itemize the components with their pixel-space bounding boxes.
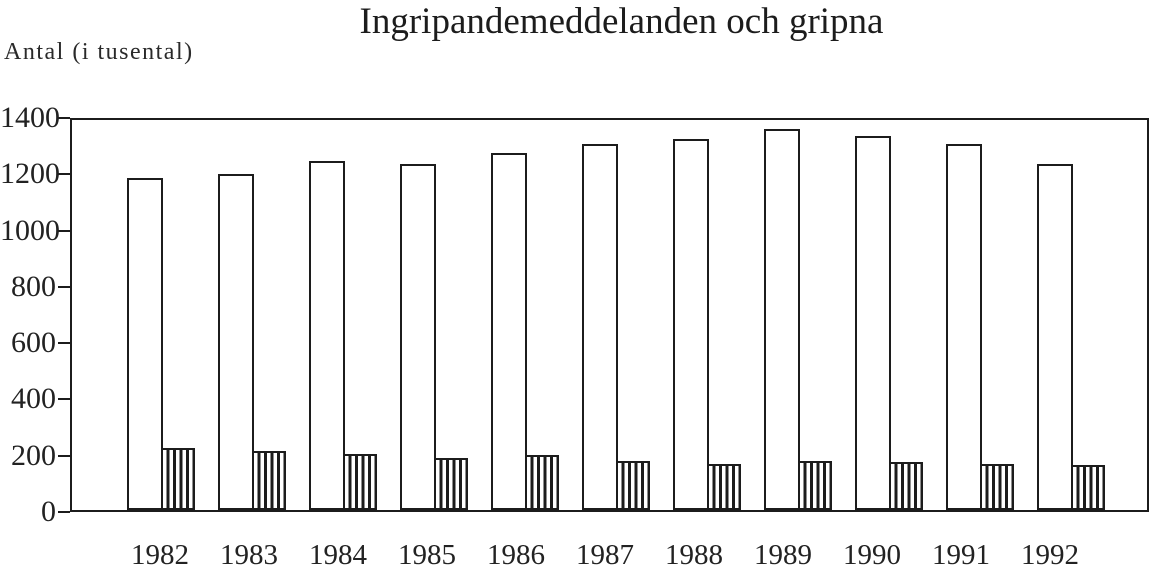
y-tick-0 bbox=[58, 511, 70, 513]
x-tick-label-1988: 1988 bbox=[665, 539, 723, 571]
y-tick-label-0: 0 bbox=[41, 495, 56, 528]
bar-ingripandemeddelanden-1988 bbox=[673, 139, 709, 510]
y-tick-1000 bbox=[58, 229, 70, 232]
bar-gripna-1991 bbox=[982, 464, 1014, 510]
y-tick-label-800: 800 bbox=[11, 269, 56, 303]
bar-ingripandemeddelanden-1982 bbox=[127, 178, 163, 510]
bar-gripna-1988 bbox=[709, 464, 741, 510]
bar-gripna-1983 bbox=[254, 451, 286, 510]
x-tick-label-1986: 1986 bbox=[487, 539, 545, 571]
x-tick-label-1982: 1982 bbox=[131, 539, 189, 571]
bar-ingripandemeddelanden-1986 bbox=[491, 153, 527, 510]
y-tick-400 bbox=[58, 398, 70, 401]
bar-gripna-1984 bbox=[345, 454, 377, 510]
bar-gripna-1990 bbox=[891, 462, 923, 510]
y-tick-800 bbox=[58, 285, 70, 288]
bar-ingripandemeddelanden-1985 bbox=[400, 164, 436, 510]
y-tick-200 bbox=[58, 454, 70, 457]
plot-area bbox=[70, 118, 1149, 512]
y-tick-label-200: 200 bbox=[11, 438, 56, 472]
y-axis-label: Antal (i tusental) bbox=[4, 39, 194, 65]
y-tick-600 bbox=[58, 342, 70, 345]
bar-gripna-1987 bbox=[618, 461, 650, 510]
x-tick-label-1990: 1990 bbox=[843, 539, 901, 571]
y-tick-1200 bbox=[58, 173, 70, 176]
x-tick-label-1989: 1989 bbox=[754, 539, 812, 571]
y-tick-label-400: 400 bbox=[11, 382, 56, 416]
y-tick-label-1000: 1000 bbox=[0, 213, 60, 247]
y-tick-label-1400: 1400 bbox=[0, 101, 60, 134]
x-tick-label-1987: 1987 bbox=[576, 539, 634, 571]
bar-ingripandemeddelanden-1990 bbox=[855, 136, 891, 510]
bar-ingripandemeddelanden-1983 bbox=[218, 174, 254, 510]
bar-ingripandemeddelanden-1987 bbox=[582, 144, 618, 510]
bar-ingripandemeddelanden-1992 bbox=[1037, 164, 1073, 510]
bar-ingripandemeddelanden-1991 bbox=[946, 144, 982, 510]
x-tick-label-1984: 1984 bbox=[309, 539, 367, 571]
bar-ingripandemeddelanden-1984 bbox=[309, 161, 345, 510]
x-tick-label-1985: 1985 bbox=[398, 539, 456, 571]
y-tick-label-1200: 1200 bbox=[0, 157, 60, 191]
x-tick-label-1992: 1992 bbox=[1021, 539, 1079, 571]
bar-gripna-1985 bbox=[436, 458, 468, 510]
x-tick-label-1983: 1983 bbox=[220, 539, 278, 571]
bar-gripna-1992 bbox=[1073, 465, 1105, 510]
y-tick-1400 bbox=[58, 117, 70, 119]
bar-ingripandemeddelanden-1989 bbox=[764, 129, 800, 510]
bar-gripna-1986 bbox=[527, 455, 559, 510]
y-tick-label-600: 600 bbox=[11, 326, 56, 360]
x-tick-label-1991: 1991 bbox=[932, 539, 990, 571]
bar-gripna-1989 bbox=[800, 461, 832, 510]
chart-title: Ingripandemeddelanden och gripna bbox=[359, 1, 884, 42]
bar-gripna-1982 bbox=[163, 448, 195, 510]
